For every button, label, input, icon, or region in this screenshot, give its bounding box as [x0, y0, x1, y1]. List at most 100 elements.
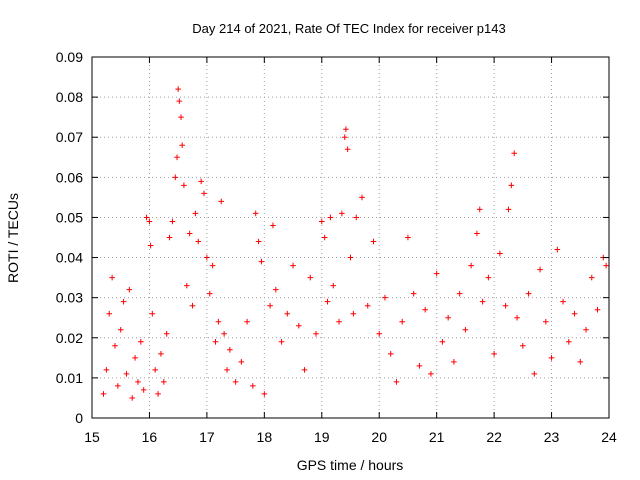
data-point-marker	[594, 306, 601, 313]
data-point-marker	[347, 254, 354, 261]
data-point-marker	[416, 363, 423, 369]
data-point-marker	[103, 367, 110, 373]
data-point-marker	[238, 359, 245, 365]
data-point-marker	[376, 330, 383, 337]
data-point-marker	[405, 234, 411, 241]
x-tick-label: 19	[314, 429, 330, 445]
data-point-marker	[565, 338, 572, 345]
data-point-marker	[359, 194, 365, 201]
data-point-marker	[451, 359, 457, 365]
data-point-marker	[143, 214, 150, 221]
data-point-marker	[336, 318, 342, 325]
data-point-marker	[252, 210, 259, 217]
x-tick-label: 23	[544, 429, 560, 445]
data-point-marker	[106, 310, 113, 317]
x-tick-label: 17	[199, 429, 215, 445]
data-point-marker	[175, 86, 181, 92]
y-tick-label: 0.01	[56, 370, 83, 386]
data-point-marker	[218, 198, 225, 205]
data-point-marker	[258, 258, 265, 265]
y-tick-label: 0.08	[56, 89, 83, 105]
data-point-marker	[181, 182, 187, 189]
x-tick-label: 18	[257, 429, 273, 445]
x-tick-label: 24	[601, 429, 617, 445]
data-point-marker	[267, 302, 273, 309]
data-point-marker	[410, 290, 417, 297]
data-point-marker	[212, 338, 219, 345]
data-point-marker	[209, 262, 216, 269]
data-point-marker	[192, 210, 199, 217]
data-point-marker	[140, 387, 147, 393]
data-point-marker	[250, 383, 256, 389]
data-point-marker	[445, 314, 451, 321]
data-point-marker	[485, 274, 492, 281]
data-point-marker	[571, 310, 578, 317]
data-point-marker	[178, 114, 184, 120]
data-point-marker	[215, 318, 222, 325]
x-tick-label: 20	[371, 429, 387, 445]
data-point-marker	[468, 262, 474, 269]
data-point-marker	[560, 298, 566, 305]
data-point-marker	[147, 242, 154, 249]
data-point-marker	[155, 391, 161, 397]
data-point-marker	[433, 270, 440, 277]
data-point-marker	[399, 318, 405, 325]
data-point-marker	[244, 318, 250, 325]
data-point-marker	[126, 286, 133, 293]
data-point-marker	[537, 266, 543, 273]
data-point-marker	[183, 282, 190, 289]
data-point-marker	[278, 338, 285, 345]
data-point-marker	[318, 218, 325, 225]
data-point-marker	[255, 238, 262, 245]
data-point-marker	[174, 154, 180, 161]
data-point-marker	[321, 234, 328, 241]
data-point-marker	[172, 174, 179, 181]
data-point-marker	[227, 347, 233, 353]
data-point-marker	[588, 274, 595, 281]
data-point-marker	[543, 318, 549, 325]
data-point-marker	[350, 310, 357, 317]
data-point-marker	[508, 182, 515, 189]
data-point-marker	[364, 302, 371, 309]
data-point-marker	[195, 238, 202, 245]
data-point-marker	[123, 371, 130, 377]
data-point-marker	[158, 351, 164, 357]
data-point-marker	[221, 330, 227, 337]
y-tick-label: 0.03	[56, 290, 83, 306]
data-point-marker	[149, 310, 156, 317]
data-point-marker	[261, 391, 268, 397]
data-point-marker	[284, 310, 291, 317]
data-point-marker	[117, 326, 124, 333]
data-point-marker	[296, 322, 302, 329]
data-point-marker	[505, 206, 512, 213]
data-point-marker	[422, 306, 428, 313]
data-point-marker	[232, 379, 239, 385]
data-point-marker	[531, 371, 538, 377]
data-point-marker	[339, 210, 345, 217]
data-point-marker	[502, 302, 509, 309]
data-point-marker	[603, 262, 609, 269]
data-point-marker	[301, 367, 308, 373]
data-point-marker	[290, 262, 296, 269]
data-point-marker	[135, 379, 141, 385]
plot-frame	[91, 56, 610, 419]
data-point-marker	[479, 298, 486, 305]
data-point-marker	[370, 238, 377, 245]
data-point-marker	[120, 298, 127, 305]
y-tick-label: 0.09	[56, 49, 83, 65]
axis-ticks	[91, 56, 610, 419]
gridlines	[92, 57, 609, 418]
x-tick-label: 15	[84, 429, 100, 445]
x-tick-label: 16	[142, 429, 158, 445]
data-point-marker	[100, 391, 107, 397]
data-point-marker	[525, 290, 532, 297]
data-point-marker	[146, 218, 153, 225]
data-point-marker	[474, 230, 480, 237]
y-tick-label: 0	[75, 410, 83, 426]
data-point-marker	[554, 246, 561, 253]
data-point-marker	[201, 190, 207, 197]
data-point-marker	[179, 142, 185, 149]
data-point-marker	[129, 395, 136, 401]
data-point-marker	[109, 274, 115, 281]
data-point-marker	[476, 206, 483, 213]
